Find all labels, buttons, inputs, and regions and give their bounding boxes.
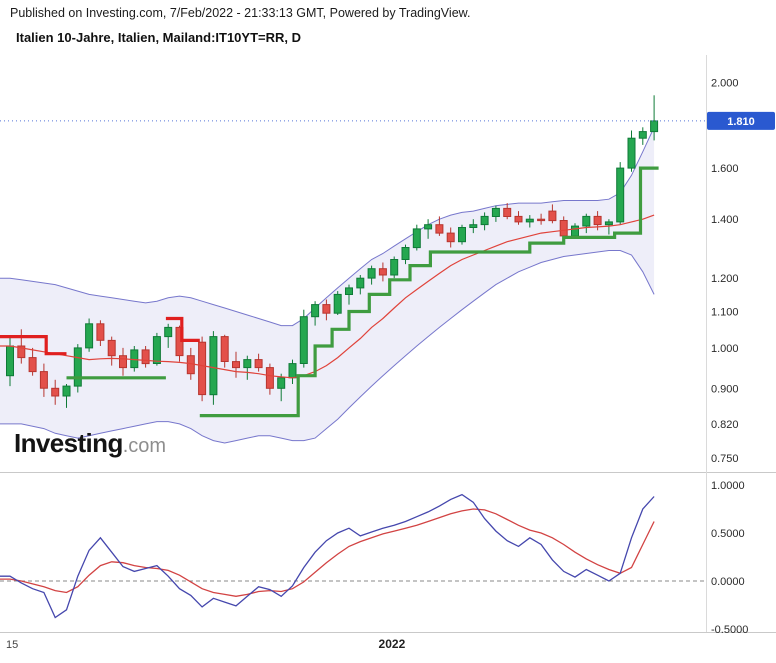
svg-text:2.000: 2.000: [711, 78, 739, 90]
chart-title: Italien 10-Jahre, Italien, Mailand:IT10Y…: [16, 30, 301, 45]
svg-text:0.750: 0.750: [711, 453, 739, 465]
price-axis-ticks[interactable]: 2.000 1.600 1.400 1.200 1.100 1.000 0.900 0.820…: [711, 78, 739, 465]
svg-text:0.900: 0.900: [711, 383, 739, 395]
publish-info-line: Published on Investing.com, 7/Feb/2022 -…: [10, 6, 471, 20]
oscillator-oscillator-line: [0, 493, 655, 619]
trend-stop-line: [0, 166, 659, 418]
bollinger-lower-line: [0, 250, 655, 444]
investing-logo-brand: Investing: [14, 428, 123, 458]
svg-text:1.400: 1.400: [711, 214, 739, 226]
investing-logo: Investing.com: [14, 428, 166, 459]
time-axis-labels[interactable]: 15 2022: [6, 637, 406, 651]
candlestick-series: [6, 95, 659, 408]
svg-text:15: 15: [6, 639, 18, 651]
svg-text:0.0000: 0.0000: [711, 576, 745, 588]
svg-text:0.5000: 0.5000: [711, 528, 745, 540]
svg-text:1.100: 1.100: [711, 307, 739, 319]
bollinger-upper-line: [0, 127, 655, 327]
svg-text:1.000: 1.000: [711, 343, 739, 355]
svg-text:1.600: 1.600: [711, 163, 739, 175]
moving-average-line: [0, 214, 655, 379]
svg-text:-0.5000: -0.5000: [711, 624, 748, 636]
investing-logo-suffix: .com: [122, 435, 167, 457]
svg-text:1.0000: 1.0000: [711, 480, 745, 492]
svg-text:2022: 2022: [379, 637, 406, 651]
oscillator-axis-ticks[interactable]: 1.0000 0.5000 0.0000 -0.5000: [711, 480, 748, 636]
bollinger-fill: [0, 127, 655, 444]
svg-text:1.200: 1.200: [711, 273, 739, 285]
svg-text:1.810: 1.810: [727, 116, 755, 128]
last-price-badge: 1.810: [707, 111, 775, 130]
svg-text:0.820: 0.820: [711, 419, 739, 431]
oscillator-signal-line: [0, 508, 655, 597]
